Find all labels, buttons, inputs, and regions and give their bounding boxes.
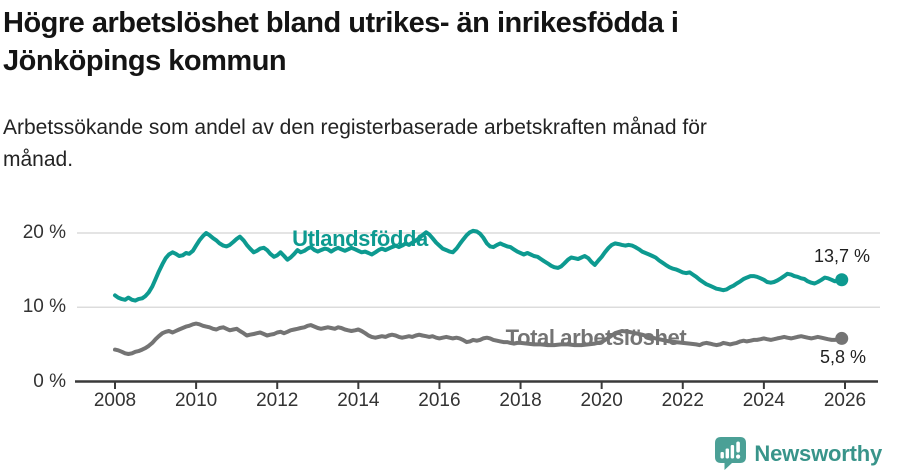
end-value-label-total: 5,8 % [819, 347, 866, 367]
end-value-label-utlandsfodda: 13,7 % [813, 246, 870, 266]
subtitle-line-2: månad. [3, 147, 74, 171]
series-label-total-arbetsloshet: Total arbetslöshet [505, 325, 687, 350]
x-tick-label: 2008 [93, 390, 137, 411]
end-dot-utlandsfodda [835, 273, 849, 287]
x-tick-label: 2014 [337, 390, 380, 411]
series-lines [113, 228, 844, 356]
page-title: Högre arbetslöshet bland utrikes- än inr… [3, 4, 863, 81]
x-tick-label: 2022 [661, 390, 704, 411]
newsworthy-logo: Newsworthy [715, 437, 882, 470]
title-line-1: Högre arbetslöshet bland utrikes- än inr… [3, 7, 679, 39]
subtitle-line-1: Arbetssökande som andel av den registerb… [3, 116, 707, 139]
series-label-utlandsfodda: Utlandsfödda [292, 226, 428, 251]
x-tick-label: 2012 [256, 390, 299, 411]
x-axis [75, 380, 878, 389]
x-tick-label: 2026 [823, 390, 867, 411]
y-tick-label: 0 % [33, 370, 66, 392]
end-point-markers [835, 273, 849, 345]
x-tick-label: 2010 [174, 390, 218, 411]
end-dot-total [835, 331, 849, 345]
chart-subtitle: Arbetssökande som andel av den registerb… [3, 112, 823, 175]
newsworthy-wordmark: Newsworthy [754, 440, 882, 466]
y-tick-label: 10 % [22, 296, 66, 318]
series-line-total [113, 321, 844, 356]
series-line-utlandsfodda [113, 228, 844, 303]
x-tick-label: 2016 [418, 390, 461, 411]
x-tick-label: 2024 [742, 390, 786, 411]
title-line-2: Jönköpings kommun [3, 45, 287, 78]
newsworthy-pin-icon [715, 437, 747, 470]
x-tick-label: 2020 [580, 390, 623, 411]
x-tick-label: 2018 [499, 390, 542, 411]
y-tick-label: 20 % [22, 222, 66, 243]
